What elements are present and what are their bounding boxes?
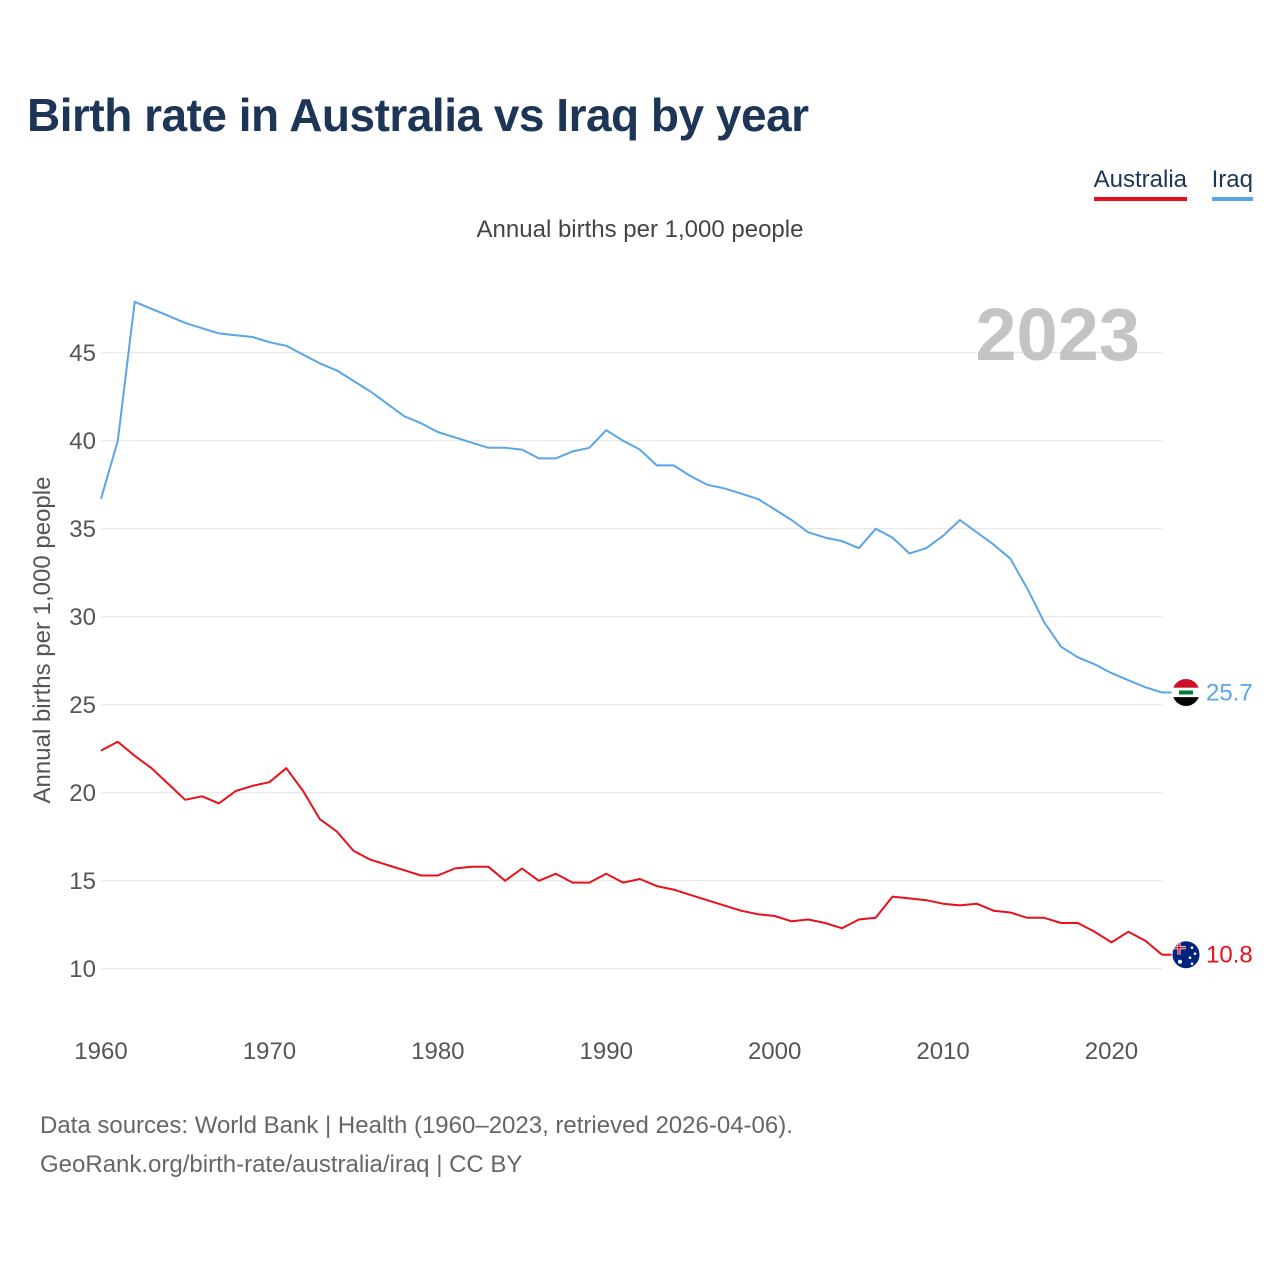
y-tick-label: 20 — [69, 780, 96, 807]
x-tick-label: 1960 — [74, 1038, 127, 1065]
y-axis-ticks: 10 15 20 25 30 35 40 45 — [69, 340, 96, 983]
y-tick-label: 40 — [69, 428, 96, 455]
end-value-label-australia: 10.8 — [1206, 942, 1253, 969]
flag-icon-iraq — [1171, 677, 1201, 707]
year-watermark: 2023 — [975, 293, 1140, 376]
line-chart: 2023 10 15 20 25 30 35 40 45 1960 1970 1980 1990 20… — [29, 293, 1253, 1065]
series-line-australia[interactable] — [100, 740, 1163, 956]
series-lines — [100, 300, 1163, 956]
series-line-iraq[interactable] — [100, 300, 1163, 694]
x-tick-label: 1990 — [580, 1038, 633, 1065]
x-tick-label: 1980 — [411, 1038, 464, 1065]
end-markers: 25.7 10.8 — [1162, 677, 1253, 970]
gridlines — [101, 352, 1162, 970]
y-tick-label: 35 — [69, 516, 96, 543]
source-line-2[interactable]: GeoRank.org/birth-rate/australia/iraq | … — [40, 1151, 523, 1178]
y-tick-label: 10 — [69, 956, 96, 983]
source-note: Data sources: World Bank | Health (1960–… — [40, 1106, 793, 1184]
y-tick-label: 30 — [69, 604, 96, 631]
legend-item-iraq[interactable]: Iraq — [1211, 166, 1253, 201]
legend-item-australia[interactable]: Australia — [1093, 166, 1187, 201]
chart-title: Birth rate in Australia vs Iraq by year — [27, 89, 809, 141]
y-axis-label: Annual births per 1,000 people — [29, 477, 56, 804]
y-tick-label: 25 — [69, 692, 96, 719]
source-line-1: Data sources: World Bank | Health (1960–… — [40, 1112, 793, 1139]
y-tick-label: 45 — [69, 340, 96, 367]
end-value-label-iraq: 25.7 — [1206, 679, 1253, 706]
chart-subtitle: Annual births per 1,000 people — [476, 216, 804, 243]
x-tick-label: 2020 — [1085, 1038, 1138, 1065]
x-axis-ticks: 1960 1970 1980 1990 2000 2010 2020 — [74, 1038, 1138, 1065]
x-tick-label: 1970 — [243, 1038, 296, 1065]
x-tick-label: 2010 — [916, 1038, 969, 1065]
flag-icon-australia — [1171, 940, 1201, 970]
y-tick-label: 15 — [69, 868, 96, 895]
x-tick-label: 2000 — [748, 1038, 801, 1065]
